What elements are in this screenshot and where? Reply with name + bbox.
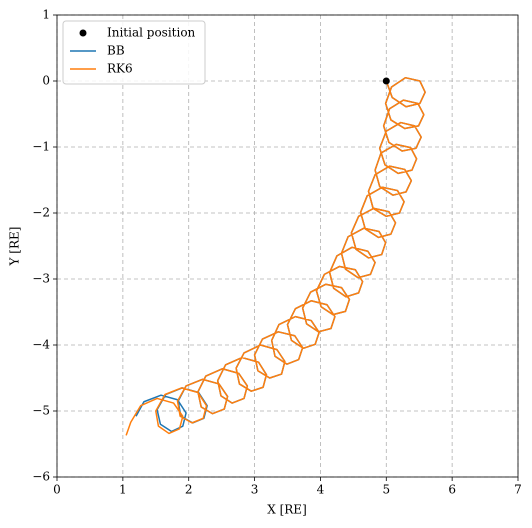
legend-label: RK6 <box>107 62 133 76</box>
y-tick-label: −2 <box>32 206 50 220</box>
legend-box <box>62 20 206 85</box>
x-tick-label: 4 <box>317 483 325 497</box>
scatter-point <box>382 77 390 85</box>
y-axis-label: Y [RE] <box>8 227 22 267</box>
plot-frame <box>56 14 519 478</box>
y-tick-label: −6 <box>32 470 50 484</box>
y-tick-label: 0 <box>42 74 50 88</box>
y-tick-label: −4 <box>32 338 50 352</box>
x-tick-label: 0 <box>53 483 61 497</box>
trajectory-line <box>125 76 426 436</box>
x-tick-label: 3 <box>251 483 259 497</box>
legend-marker <box>79 29 87 37</box>
legend-label: BB <box>107 44 125 58</box>
x-tick-label: 1 <box>119 483 127 497</box>
legend-label: Initial position <box>107 26 196 40</box>
x-axis-label: X [RE] <box>267 503 307 517</box>
x-tick-label: 5 <box>382 483 390 497</box>
y-tick-label: −5 <box>32 404 50 418</box>
x-tick-label: 6 <box>448 483 456 497</box>
y-tick-label: 1 <box>42 8 50 22</box>
y-tick-label: −1 <box>32 140 50 154</box>
y-tick-label: −3 <box>32 272 50 286</box>
x-tick-label: 7 <box>514 483 522 497</box>
x-tick-label: 2 <box>185 483 193 497</box>
